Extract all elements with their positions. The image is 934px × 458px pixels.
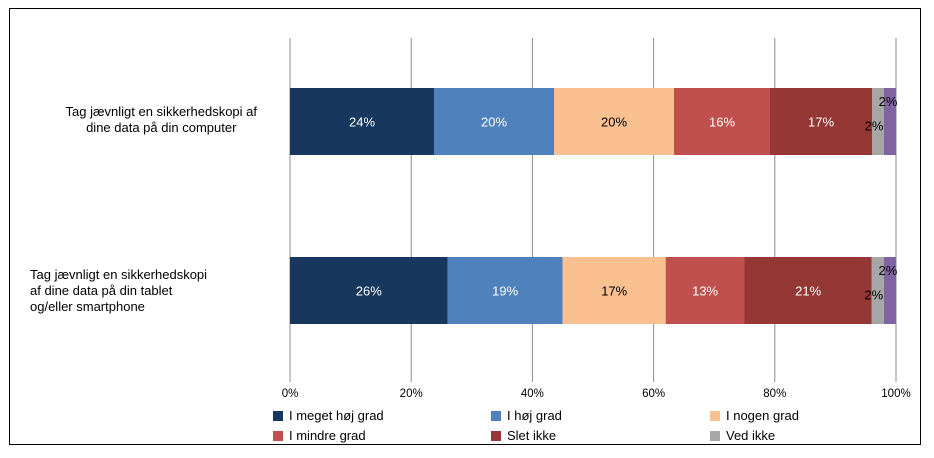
bar-segment	[562, 257, 666, 324]
x-tick-label: 20%	[400, 388, 423, 400]
category-label-computer: Tag jævnligt en sikkerhedskopi af dine d…	[65, 104, 258, 135]
category-label-tablet: Tag jævnligt en sikkerhedskopi af dine d…	[30, 267, 208, 314]
bar-segment	[883, 257, 896, 324]
legend-label: I meget høj grad	[289, 408, 384, 423]
data-label: 16%	[709, 115, 735, 130]
data-label: 21%	[795, 284, 821, 299]
legend-swatch	[273, 410, 283, 421]
bar-segment	[744, 257, 872, 324]
data-label: 24%	[349, 115, 375, 130]
legend-swatch	[491, 410, 501, 421]
data-label: 2%	[865, 119, 884, 134]
x-tick-label: 40%	[521, 388, 544, 400]
x-axis-ticks: 0% 20% 40% 60% 80% 100%	[282, 388, 911, 400]
bar-segment	[884, 88, 896, 155]
legend-item-i-nogen-grad: I nogen grad	[710, 408, 799, 423]
bar-segment	[674, 88, 770, 155]
legend-item-i-hoej-grad: I høj grad	[491, 408, 562, 423]
x-tick-label: 100%	[881, 388, 910, 400]
data-label: 13%	[692, 284, 718, 299]
legend-swatch	[491, 430, 501, 441]
chart-frame	[9, 8, 921, 445]
x-tick-label: 0%	[282, 388, 299, 400]
legend-swatch	[710, 410, 720, 421]
x-tick-label: 80%	[763, 388, 786, 400]
data-label: 26%	[356, 284, 382, 299]
bar-segment	[770, 88, 872, 155]
bar-segment	[665, 257, 745, 324]
data-label: 20%	[601, 115, 627, 130]
data-label: 17%	[601, 284, 627, 299]
legend-item-ved-ikke: Ved ikke	[710, 428, 775, 443]
bar-segment	[872, 88, 884, 155]
data-labels: 24% 20% 20% 16% 17% 2% 2% 26% 19% 17% 13% 21% 2% 2%	[349, 94, 898, 303]
x-tick-label: 60%	[642, 388, 665, 400]
legend-swatch	[273, 430, 283, 441]
legend-label: I mindre grad	[289, 428, 366, 443]
bar-segment	[434, 88, 554, 155]
data-label: 2%	[879, 94, 898, 109]
legend-label: I nogen grad	[726, 408, 800, 423]
bar-segment	[290, 88, 434, 155]
data-label: 2%	[878, 263, 897, 278]
bar-segment	[871, 257, 884, 324]
legend-item-i-mindre-grad: I mindre grad	[273, 428, 366, 443]
legend-swatch	[710, 430, 720, 441]
data-label: 17%	[808, 115, 834, 130]
legend-item-i-meget-hoej-grad: I meget høj grad	[273, 408, 384, 423]
legend-item-slet-ikke: Slet ikke	[491, 428, 556, 443]
bar-segment	[447, 257, 563, 324]
bars	[290, 88, 896, 324]
data-label: 2%	[864, 288, 883, 303]
legend-label: I høj grad	[507, 408, 562, 423]
data-label: 19%	[492, 284, 518, 299]
legend-label: Ved ikke	[726, 428, 776, 443]
bar-segment	[554, 88, 674, 155]
bar-segment	[290, 257, 448, 324]
data-label: 20%	[481, 115, 507, 130]
legend-label: Slet ikke	[507, 428, 557, 443]
